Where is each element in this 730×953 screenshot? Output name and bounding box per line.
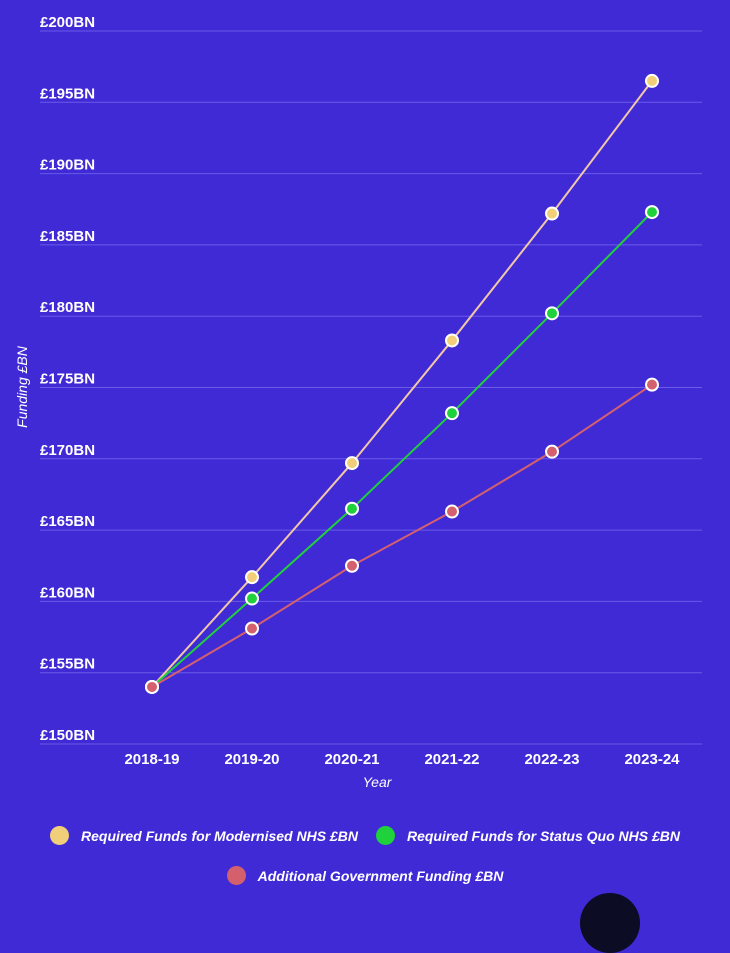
data-point[interactable] xyxy=(445,504,459,519)
data-point[interactable] xyxy=(245,570,259,585)
legend-swatch-government xyxy=(226,866,246,885)
x-tick-label: 2022-23 xyxy=(524,751,579,768)
y-tick-label: £180BN xyxy=(40,299,95,316)
data-point[interactable] xyxy=(245,621,259,636)
y-tick-label: £190BN xyxy=(40,157,95,174)
data-point[interactable] xyxy=(545,306,559,321)
y-tick-label: £155BN xyxy=(40,656,95,673)
x-axis-title: Year xyxy=(363,774,393,790)
legend-row-2: Additional Government Funding £BN xyxy=(0,866,730,885)
y-tick-label: £185BN xyxy=(40,228,95,245)
legend-swatch-status-quo xyxy=(375,826,395,845)
x-tick-label: 2020-21 xyxy=(324,751,379,768)
data-point[interactable] xyxy=(345,558,359,573)
y-tick-label: £165BN xyxy=(40,513,95,530)
x-tick-label: 2023-24 xyxy=(624,751,680,768)
y-axis-ticks: £150BN £155BN £160BN £165BN £170BN £175BN £180… xyxy=(40,14,95,744)
series-points xyxy=(145,73,659,694)
y-tick-label: £195BN xyxy=(40,85,95,102)
legend-item-modernised[interactable]: Required Funds for Modernised NHS £BN xyxy=(50,826,358,845)
data-point[interactable] xyxy=(645,377,659,392)
data-point[interactable] xyxy=(345,501,359,516)
data-point[interactable] xyxy=(445,406,459,421)
legend-label-status-quo: Required Funds for Status Quo NHS £BN xyxy=(406,827,680,844)
y-tick-label: £200BN xyxy=(40,14,95,31)
legend-swatch-modernised xyxy=(50,826,70,845)
x-tick-label: 2019-20 xyxy=(224,751,279,768)
x-axis-ticks: 2018-19 2019-20 2020-21 2021-22 2022-23 2023-… xyxy=(124,751,680,768)
legend-item-status-quo[interactable]: Required Funds for Status Quo NHS £BN xyxy=(375,826,680,845)
y-tick-label: £175BN xyxy=(40,371,95,388)
y-tick-label: £150BN xyxy=(40,727,95,744)
data-point[interactable] xyxy=(545,206,559,221)
legend-item-government[interactable]: Additional Government Funding £BN xyxy=(226,866,504,885)
data-point[interactable] xyxy=(245,591,259,606)
data-point[interactable] xyxy=(645,205,659,220)
x-tick-label: 2021-22 xyxy=(424,751,479,768)
legend-row-1: Required Funds for Modernised NHS £BN Re… xyxy=(0,826,730,845)
data-point[interactable] xyxy=(545,444,559,459)
data-point[interactable] xyxy=(645,73,659,88)
x-tick-label: 2018-19 xyxy=(124,751,179,768)
y-axis-title: Funding £BN xyxy=(14,345,30,428)
decorative-circle xyxy=(580,893,640,953)
legend-label-modernised: Required Funds for Modernised NHS £BN xyxy=(81,827,358,844)
series-layer xyxy=(145,73,659,694)
legend-label-government: Additional Government Funding £BN xyxy=(257,867,504,884)
series-line xyxy=(151,80,653,688)
series-line xyxy=(151,383,653,688)
series-lines xyxy=(151,80,653,688)
series-line xyxy=(151,211,653,688)
gridlines xyxy=(40,30,702,745)
data-point[interactable] xyxy=(345,456,359,471)
y-tick-label: £170BN xyxy=(40,442,95,459)
y-tick-label: £160BN xyxy=(40,584,95,601)
data-point[interactable] xyxy=(445,333,459,348)
line-chart: £150BN £155BN £160BN £165BN £170BN £175BN £180… xyxy=(14,14,702,790)
data-point[interactable] xyxy=(145,679,159,694)
